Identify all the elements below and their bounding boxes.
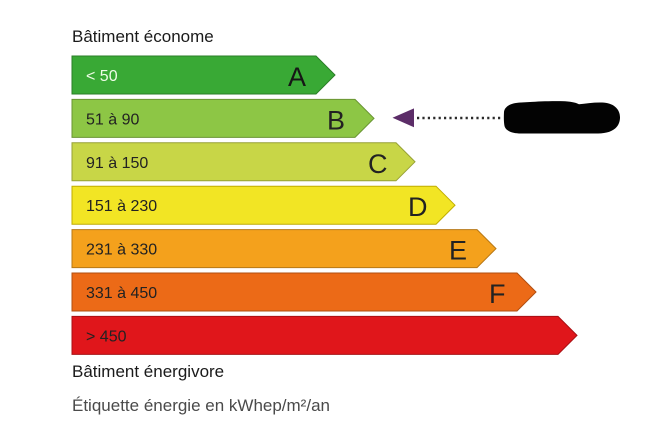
svg-text:51 à 90: 51 à 90	[86, 111, 139, 128]
svg-text:F: F	[489, 279, 506, 309]
svg-text:331 à 450: 331 à 450	[86, 285, 157, 302]
svg-text:E: E	[449, 236, 467, 266]
svg-text:D: D	[408, 192, 428, 222]
svg-text:< 50: < 50	[86, 68, 118, 85]
svg-text:231 à 330: 231 à 330	[86, 242, 157, 259]
svg-text:151 à 230: 151 à 230	[86, 198, 157, 215]
svg-text:A: A	[288, 62, 306, 92]
svg-text:B: B	[327, 105, 345, 135]
svg-text:C: C	[368, 149, 388, 179]
svg-text:> 450: > 450	[86, 328, 127, 345]
svg-text:91 à 150: 91 à 150	[86, 155, 148, 172]
